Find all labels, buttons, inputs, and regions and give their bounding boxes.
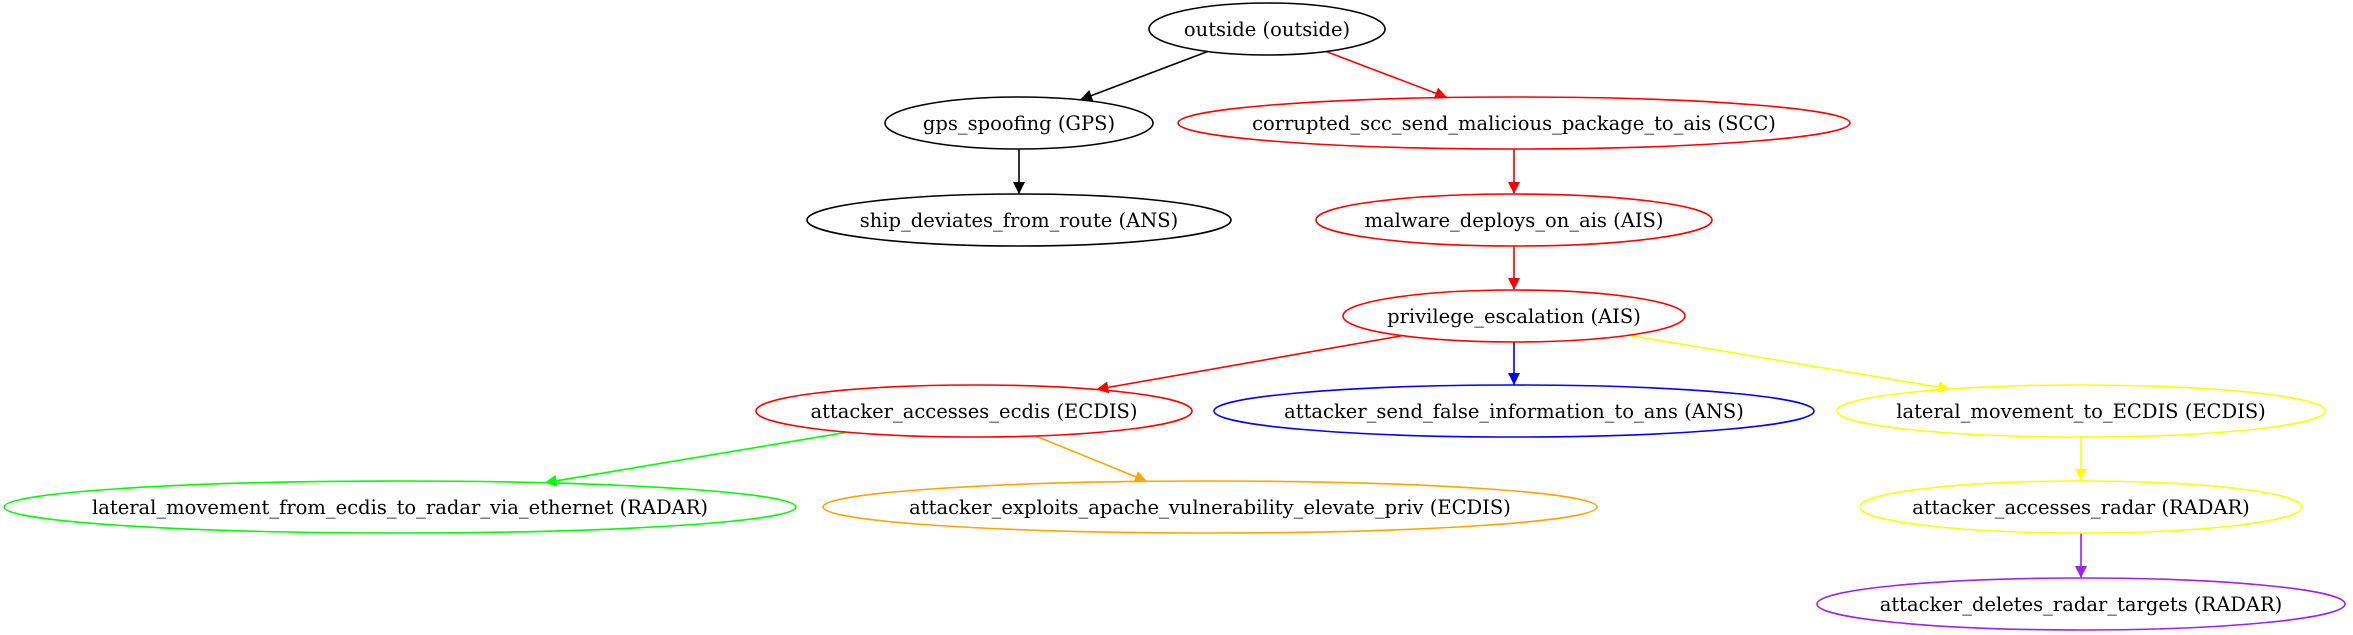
node-ellipse	[806, 193, 1232, 247]
node-label: outside (outside)	[1184, 18, 1350, 41]
node-ellipse	[1816, 577, 2346, 631]
node-label: attacker_accesses_ecdis (ECDIS)	[810, 400, 1137, 423]
edge-priv-esc-to-accesses-ecdis	[1096, 334, 1403, 394]
node-gps-spoofing: gps_spoofing (GPS)	[884, 96, 1154, 150]
node-label: malware_deploys_on_ais (AIS)	[1364, 209, 1663, 232]
edge-outside-to-gps-spoofing	[1079, 50, 1208, 102]
node-exploits-apache: attacker_exploits_apache_vulnerability_e…	[822, 480, 1598, 534]
node-malware-ais: malware_deploys_on_ais (AIS)	[1315, 193, 1713, 247]
node-ellipse	[884, 96, 1154, 150]
node-corrupted-scc: corrupted_scc_send_malicious_package_to_…	[1177, 96, 1851, 150]
node-ellipse	[1213, 384, 1815, 438]
node-ellipse	[3, 480, 797, 534]
node-outside: outside (outside)	[1148, 2, 1386, 56]
nodes: outside (outside) gps_spoofing (GPS) corru…	[3, 2, 2346, 631]
node-ellipse	[755, 384, 1193, 438]
node-ellipse	[1859, 480, 2303, 534]
node-lateral-radar-eth: lateral_movement_from_ecdis_to_radar_via…	[3, 480, 797, 534]
node-label: attacker_deletes_radar_targets (RADAR)	[1880, 593, 2283, 616]
edges	[544, 50, 2087, 578]
edge-accesses-ecdis-to-exploits-apache	[1034, 435, 1148, 483]
node-label: attacker_exploits_apache_vulnerability_e…	[909, 496, 1511, 519]
node-deletes-targets: attacker_deletes_radar_targets (RADAR)	[1816, 577, 2346, 631]
node-ellipse	[1315, 193, 1713, 247]
node-label: gps_spoofing (GPS)	[923, 112, 1115, 135]
edge-accesses-ecdis-to-lateral-radar-eth	[544, 431, 848, 487]
node-label: attacker_send_false_information_to_ans (…	[1284, 400, 1744, 423]
node-label: privilege_escalation (AIS)	[1387, 305, 1641, 328]
node-ellipse	[1836, 384, 2326, 438]
node-label: ship_deviates_from_route (ANS)	[860, 209, 1179, 232]
node-false-info-ans: attacker_send_false_information_to_ans (…	[1213, 384, 1815, 438]
node-ellipse	[1177, 96, 1851, 150]
node-label: corrupted_scc_send_malicious_package_to_…	[1252, 112, 1776, 135]
node-ellipse	[822, 480, 1598, 534]
node-ellipse	[1342, 289, 1686, 343]
edge-outside-to-corrupted-scc	[1325, 50, 1448, 99]
edge-priv-esc-to-lateral-to-ecdis	[1628, 334, 1951, 394]
node-label: attacker_accesses_radar (RADAR)	[1912, 496, 2250, 519]
node-label: lateral_movement_from_ecdis_to_radar_via…	[92, 496, 708, 519]
node-accesses-ecdis: attacker_accesses_ecdis (ECDIS)	[755, 384, 1193, 438]
node-ellipse	[1148, 2, 1386, 56]
node-ship-deviates: ship_deviates_from_route (ANS)	[806, 193, 1232, 247]
node-accesses-radar: attacker_accesses_radar (RADAR)	[1859, 480, 2303, 534]
node-priv-esc: privilege_escalation (AIS)	[1342, 289, 1686, 343]
node-label: lateral_movement_to_ECDIS (ECDIS)	[1896, 400, 2266, 423]
node-lateral-to-ecdis: lateral_movement_to_ECDIS (ECDIS)	[1836, 384, 2326, 438]
